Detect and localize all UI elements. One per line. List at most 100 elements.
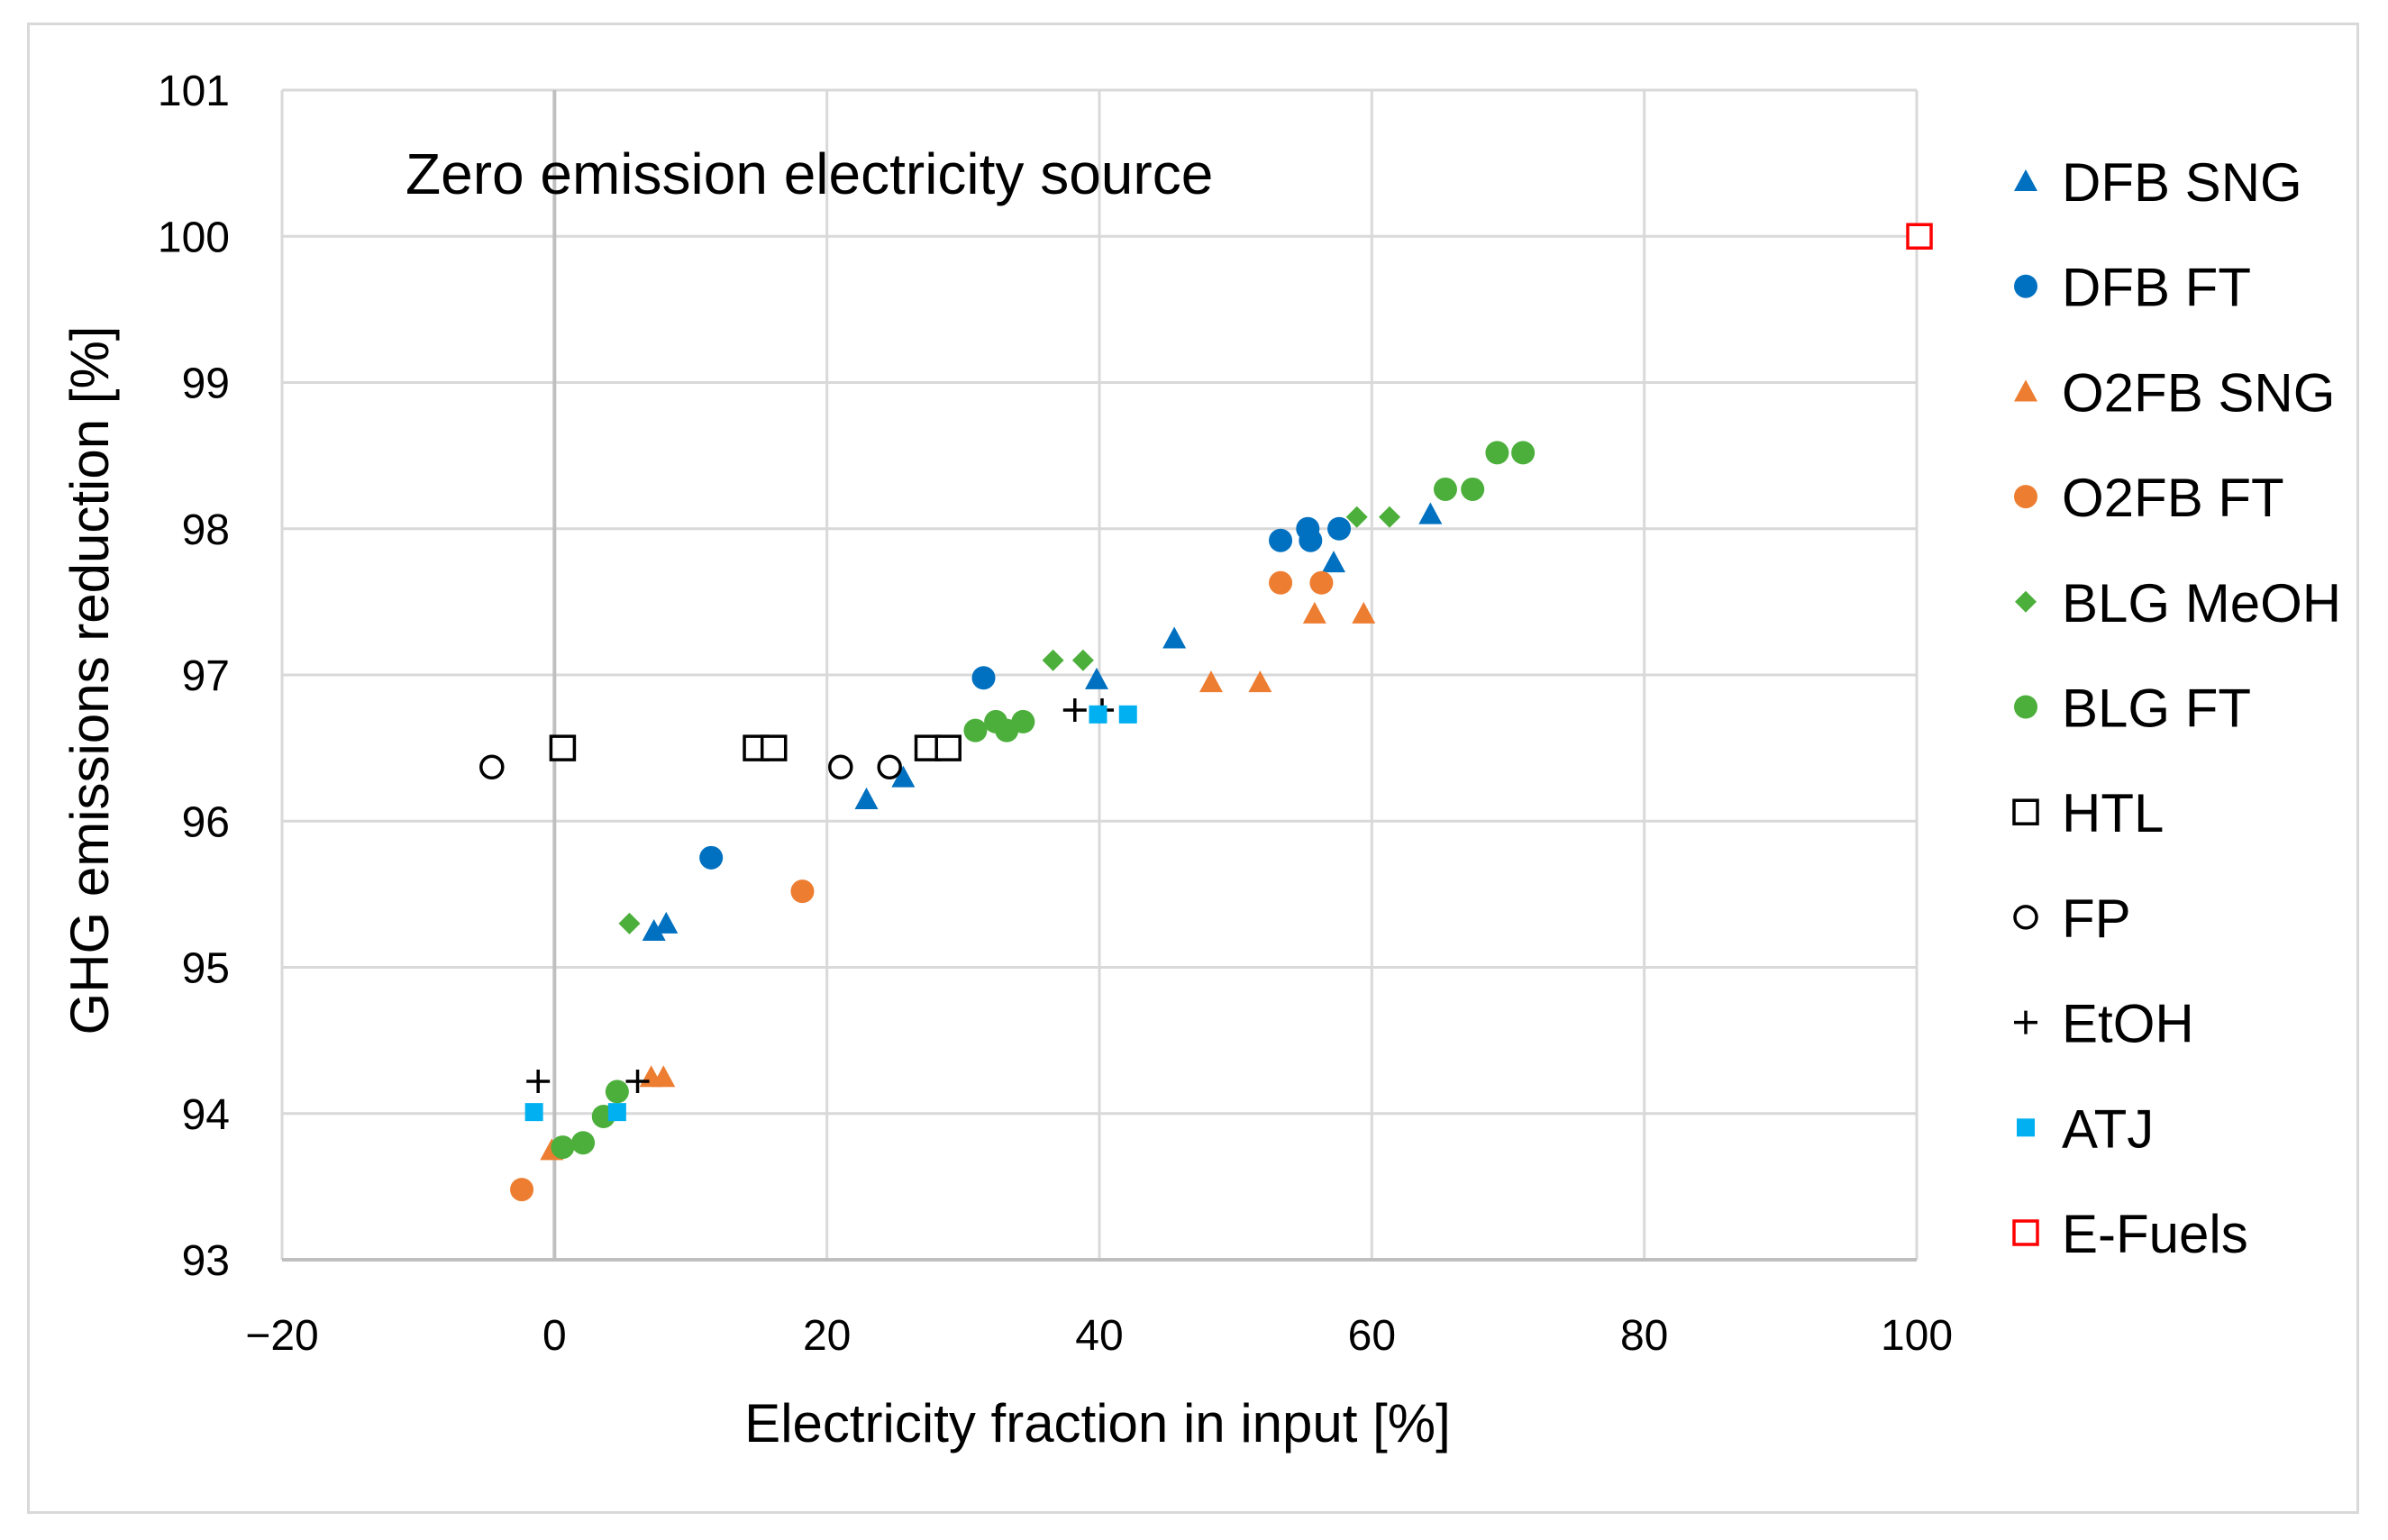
point-blg-ft: [963, 718, 988, 743]
point-htl: [549, 734, 577, 761]
point-fp: [877, 754, 902, 779]
x-tick-label: 100: [1881, 1312, 1953, 1360]
series-e-fuels: [1906, 223, 1933, 250]
point-atj: [1089, 705, 1107, 724]
point-o2fb-ft: [1269, 570, 1293, 595]
point-dfb-sng: [1162, 626, 1187, 649]
axes: [282, 90, 1917, 1262]
point-blg-ft: [1461, 477, 1485, 501]
point-dfb-ft: [1327, 516, 1352, 541]
x-tick-label: 20: [803, 1312, 851, 1360]
point-blg-meoh: [1071, 649, 1094, 671]
chart-annotation: Zero emission electricity source: [406, 141, 1213, 206]
legend-item-fp: FP: [2013, 888, 2131, 949]
legend-marker-e-fuels: [2012, 1219, 2039, 1246]
series-dfb-sng: [642, 502, 1443, 941]
point-blg-ft: [1433, 477, 1457, 501]
legend-label: O2FB SNG: [2062, 362, 2335, 423]
point-o2fb-ft: [1309, 570, 1334, 595]
legend-label: EtOH: [2062, 994, 2194, 1054]
legend-label: FP: [2062, 888, 2131, 949]
legend-label: BLG MeOH: [2062, 573, 2341, 633]
legend-label: ATJ: [2062, 1098, 2154, 1159]
legend-label: DFB FT: [2062, 258, 2251, 318]
y-tick-label: 96: [182, 798, 230, 846]
y-tick-label: 97: [182, 652, 230, 700]
legend-marker-etoh: [2014, 1010, 2037, 1034]
legend: DFB SNG DFB FT O2FB SNG O2FB FT BLG MeOH BLG …: [2012, 152, 2341, 1264]
legend-marker-o2fb-sng: [2014, 379, 2037, 402]
legend-item-atj: ATJ: [2017, 1098, 2154, 1159]
x-tick-label: −20: [245, 1312, 318, 1360]
point-blg-meoh: [618, 912, 641, 934]
legend-marker-dfb-sng: [2014, 169, 2037, 192]
series-etoh: [526, 697, 1115, 1094]
x-tick-labels: −20 0 20 40 60 80 100: [245, 1312, 1953, 1360]
point-dfb-sng: [1418, 502, 1443, 524]
point-atj: [524, 1103, 543, 1122]
series-atj: [524, 705, 1137, 1122]
point-o2fb-sng: [1302, 601, 1326, 624]
legend-label: BLG FT: [2062, 679, 2251, 739]
point-blg-ft: [551, 1135, 575, 1160]
point-o2fb-ft: [790, 879, 815, 904]
legend-marker-blg-meoh: [2015, 590, 2037, 613]
legend-item-etoh: EtOH: [2014, 994, 2194, 1054]
chart-frame: [27, 23, 2359, 1514]
point-blg-meoh: [1345, 506, 1368, 528]
legend-label: DFB SNG: [2062, 152, 2302, 213]
legend-item-blg-ft: BLG FT: [2014, 679, 2251, 739]
point-dfb-ft: [1299, 528, 1323, 552]
x-tick-label: 80: [1620, 1312, 1668, 1360]
point-o2fb-ft: [510, 1178, 534, 1202]
point-dfb-sng: [854, 787, 879, 809]
legend-item-o2fb-sng: O2FB SNG: [2014, 362, 2335, 423]
point-dfb-sng: [654, 911, 679, 934]
y-tick-label: 93: [182, 1237, 230, 1285]
point-o2fb-sng: [1199, 670, 1223, 693]
legend-marker-dfb-ft: [2014, 274, 2037, 298]
legend-marker-o2fb-ft: [2014, 485, 2037, 509]
point-blg-meoh: [1378, 506, 1400, 528]
series-blg-ft: [551, 441, 1536, 1160]
point-blg-ft: [571, 1131, 596, 1155]
point-blg-meoh: [1042, 649, 1064, 671]
point-dfb-ft: [1269, 528, 1293, 552]
y-tick-label: 94: [182, 1091, 230, 1139]
series-htl: [549, 734, 962, 761]
series-o2fb-ft: [510, 570, 1334, 1202]
y-axis-title: GHG emissions reduction [%]: [59, 326, 120, 1035]
series-dfb-ft: [699, 516, 1352, 870]
point-etoh: [625, 1070, 650, 1094]
x-tick-label: 60: [1348, 1312, 1396, 1360]
point-dfb-sng: [891, 765, 916, 788]
point-dfb-ft: [971, 666, 996, 690]
series-fp: [479, 754, 902, 779]
point-dfb-sng: [642, 918, 666, 941]
legend-label: E-Fuels: [2062, 1204, 2248, 1264]
point-o2fb-sng: [1352, 601, 1376, 624]
point-htl: [760, 734, 788, 761]
y-tick-label: 95: [182, 945, 230, 993]
point-fp: [828, 754, 853, 779]
point-atj: [607, 1103, 626, 1122]
point-o2fb-sng: [652, 1065, 676, 1088]
legend-label: O2FB FT: [2062, 468, 2284, 528]
y-tick-label: 101: [158, 68, 230, 115]
legend-marker-atj: [2017, 1118, 2035, 1137]
y-tick-label: 98: [182, 506, 230, 554]
y-tick-labels: 93 94 95 96 97 98 99 100 101: [158, 68, 230, 1285]
legend-item-dfb-sng: DFB SNG: [2014, 152, 2302, 213]
legend-label: HTL: [2062, 783, 2164, 843]
point-o2fb-sng: [1248, 670, 1272, 693]
point-blg-ft: [1511, 441, 1536, 465]
point-blg-ft: [1011, 709, 1035, 734]
y-tick-label: 100: [158, 214, 230, 261]
point-dfb-ft: [699, 845, 724, 870]
y-tick-label: 99: [182, 360, 230, 408]
point-blg-ft: [605, 1080, 629, 1104]
legend-item-e-fuels: E-Fuels: [2012, 1204, 2248, 1264]
legend-item-htl: HTL: [2012, 783, 2164, 843]
point-fp: [479, 754, 505, 779]
